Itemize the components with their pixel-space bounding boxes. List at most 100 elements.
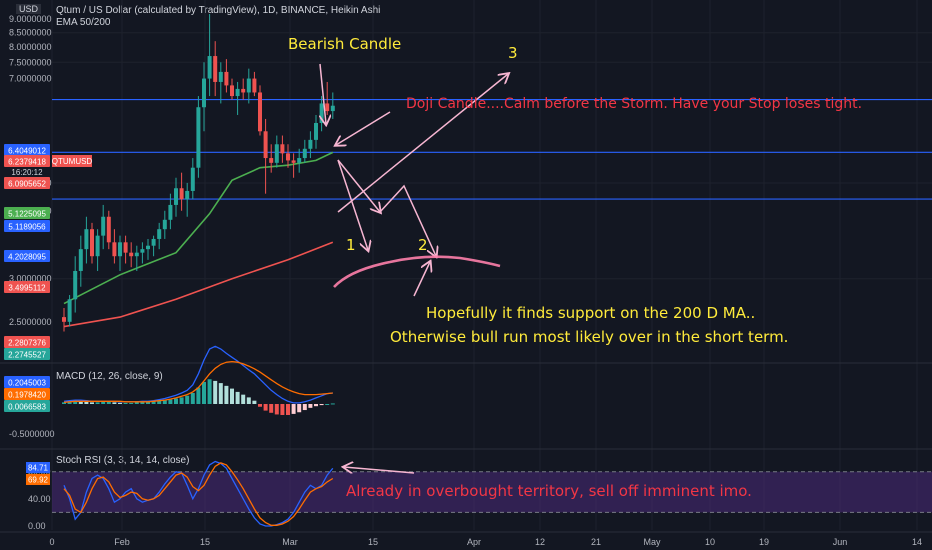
stoch-k-line: [63, 460, 334, 527]
candle-body: [202, 78, 206, 108]
x-tick: 10: [705, 537, 715, 547]
arrow-doji: [336, 111, 391, 145]
countdown: 16:20:12: [11, 168, 43, 177]
ema-legend: EMA 50/200: [56, 17, 111, 28]
candle-body: [62, 317, 66, 322]
candle-body: [146, 245, 150, 250]
badge-last: 6.2379418: [8, 158, 46, 167]
arrow-bearish: [320, 63, 326, 124]
candle-body: [207, 56, 212, 79]
candle-body: [258, 92, 262, 132]
candle-body: [162, 219, 167, 230]
candle-body: [84, 229, 89, 250]
candle-body: [330, 105, 335, 112]
x-tick: Mar: [282, 537, 298, 547]
candle-body: [319, 103, 324, 123]
macd-hist-bar: [258, 404, 262, 407]
badge-ema200-bg: [4, 281, 50, 293]
price-tick: 7.5000000: [9, 57, 52, 67]
x-tick: Jun: [833, 537, 848, 547]
candle-body: [168, 204, 173, 220]
price-tick: 7.0000000: [9, 74, 52, 84]
candle-body: [90, 229, 94, 257]
macd-hist-bar: [140, 402, 145, 404]
arrow-overbought: [344, 467, 415, 474]
candle-body: [123, 242, 128, 253]
stoch-tick: 0.00: [28, 521, 46, 531]
candle-body: [129, 252, 134, 257]
price-tick: 8.0000000: [9, 42, 52, 52]
badge-symbol: QTUMUSD: [52, 157, 93, 166]
candle-body: [73, 270, 78, 300]
badge-rsi-2-bg: [26, 474, 50, 485]
candle-body: [241, 88, 246, 93]
label-wave-3: 3: [508, 44, 518, 62]
macd-hist-bar: [269, 404, 274, 413]
label-bearish: Bearish Candle: [288, 35, 401, 53]
macd-hist-bar: [196, 387, 201, 404]
candle-body: [118, 242, 122, 257]
macd-hist-bar: [207, 379, 212, 404]
badge-macd-2-bg: [4, 388, 50, 400]
stoch-d-line: [63, 462, 334, 526]
macd-hist-bar: [280, 404, 285, 415]
macd-hist-bar: [314, 404, 318, 407]
macd-hist-bar: [274, 404, 279, 415]
candle-body: [252, 78, 257, 93]
badge-rsi-1: 84.71: [28, 464, 49, 473]
macd-hist-bar: [118, 402, 122, 404]
badge-v1: 2.2807376: [8, 339, 46, 348]
macd-hist-bar: [291, 404, 296, 414]
badge-lower-bg: [4, 177, 50, 189]
candle-body: [325, 103, 330, 112]
arrow-support: [413, 262, 430, 297]
badge-last-bg: [4, 155, 50, 167]
x-tick: 21: [591, 537, 601, 547]
label-wave-2: 2: [418, 236, 428, 254]
macd-hist-bar: [297, 404, 302, 413]
macd-hist-bar: [157, 400, 162, 404]
stoch-band: [52, 471, 932, 513]
macd-hist-bar: [101, 401, 106, 404]
badge-v1-bg: [4, 336, 50, 348]
macd-hist-bar: [330, 403, 335, 405]
badge-ema50-b-bg: [4, 220, 50, 232]
candle-body: [140, 249, 145, 253]
badge-macd-1-bg: [4, 376, 50, 388]
macd-hist-bar: [95, 402, 100, 404]
price-tick: 3.0000000: [9, 274, 52, 284]
candle-body: [286, 153, 290, 161]
macd-hist-bar: [224, 385, 229, 404]
candle-body: [95, 235, 100, 257]
candle-body: [67, 299, 72, 322]
candle-body: [274, 144, 279, 163]
candle-body: [218, 71, 223, 82]
macd-hist-bar: [90, 402, 94, 404]
candle-body: [185, 190, 190, 200]
candle-body: [179, 188, 184, 200]
candle-body: [269, 158, 274, 163]
macd-hist-bar: [286, 404, 290, 415]
price-tick: 9.0000000: [9, 14, 52, 24]
candle-body: [106, 216, 111, 243]
stoch-legend: Stoch RSI (3, 3, 14, 14, close): [56, 455, 190, 466]
x-tick: 15: [368, 537, 378, 547]
label-support-1: Hopefully it finds support on the 200 D …: [426, 304, 755, 322]
x-tick: 14: [912, 537, 922, 547]
label-support-2: Otherwise bull run most likely over in t…: [390, 328, 788, 346]
chart-title: Qtum / US Dollar (calculated by TradingV…: [56, 5, 381, 16]
macd-hist-bar: [151, 401, 156, 404]
arrow-mid: [337, 159, 380, 212]
macd-hist-bar: [235, 391, 240, 404]
macd-hist-bar: [67, 401, 72, 404]
badge-rsi-1-bg: [26, 462, 50, 473]
badge-ema50-a-bg: [4, 207, 50, 219]
badge-upper-bg: [4, 144, 50, 156]
macd-hist-bar: [84, 401, 89, 404]
badge-rsi-2: 69.92: [28, 476, 49, 485]
badge-macd-3-bg: [4, 400, 50, 412]
candle-body: [224, 71, 229, 86]
badge-symbol-bg: [52, 155, 92, 167]
ccy-badge: USD: [16, 4, 42, 14]
